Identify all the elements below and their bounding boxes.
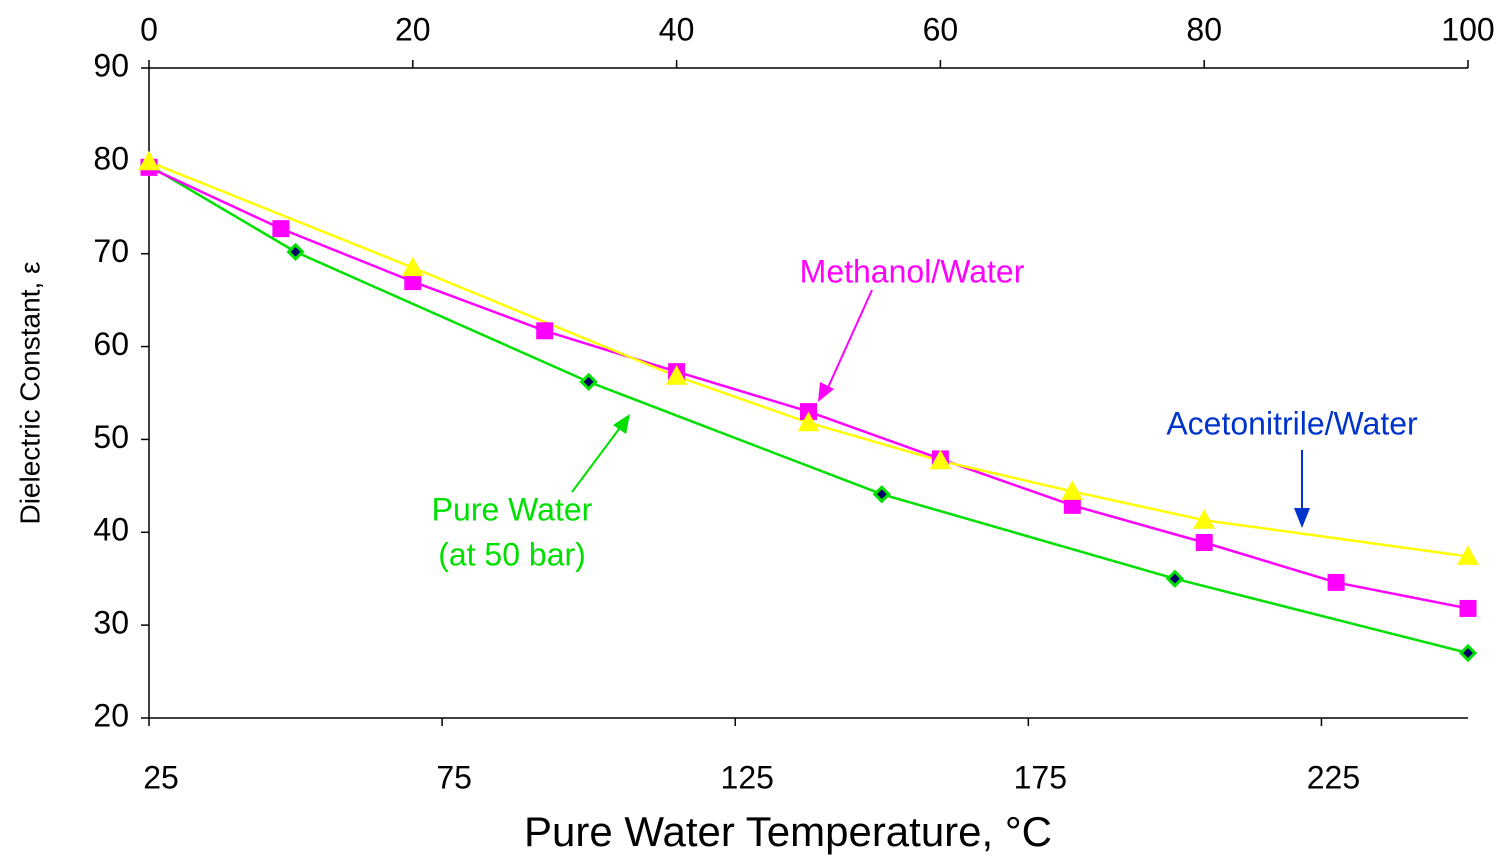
point (272, 220, 290, 238)
series-line (148, 160, 1469, 558)
arrow (825, 289, 873, 393)
point (286, 242, 305, 261)
series-label: Methanol/Water (800, 253, 1025, 289)
y-tick-label: 40 (93, 512, 129, 548)
y-tick-label: 50 (93, 419, 129, 455)
x2-tick-label: 40 (659, 11, 695, 47)
arrowhead (818, 382, 834, 402)
point (665, 365, 688, 385)
y-tick-label: 30 (93, 605, 129, 641)
point (1457, 545, 1479, 565)
x-axis-title: Pure Water Temperature, °C (524, 808, 1052, 855)
x-tick-label: 25 (143, 759, 179, 795)
x2-tick-label: 0 (140, 11, 158, 47)
x-tick-label: 175 (1014, 759, 1067, 795)
x-tick-label: 225 (1307, 759, 1360, 795)
y-tick-label: 80 (93, 140, 129, 176)
point (1458, 643, 1478, 663)
point (1327, 573, 1345, 591)
y-tick-label: 90 (93, 47, 129, 83)
series-line (148, 164, 1469, 655)
x-tick-label: 75 (436, 759, 472, 795)
x2-tick-label: 20 (395, 11, 431, 47)
point (536, 322, 554, 340)
annotation-arrows (571, 289, 1310, 528)
series-label: Acetonitrile/Water (1166, 405, 1418, 441)
point (579, 372, 598, 391)
point (929, 449, 952, 470)
arrow (571, 424, 623, 493)
arrowhead (1294, 508, 1310, 528)
point (1193, 509, 1216, 529)
x2-tick-label: 100 (1441, 11, 1494, 47)
x2-tick-label: 80 (1186, 11, 1222, 47)
series-note: (at 50 bar) (438, 536, 586, 572)
series-line (148, 166, 1469, 610)
y-tick-label: 60 (93, 326, 129, 362)
point (401, 256, 424, 277)
point (1061, 480, 1084, 500)
x2-tick-label: 60 (923, 11, 959, 47)
y-tick-label: 70 (93, 233, 129, 269)
y-axis-title: Dielectric Constant, ε (14, 261, 45, 524)
point (872, 485, 891, 504)
series-label: Pure Water (432, 491, 593, 527)
point (797, 411, 820, 432)
point (1459, 599, 1477, 617)
point (138, 150, 160, 171)
point (1165, 569, 1185, 588)
y-tick-label: 20 (93, 697, 129, 733)
arrowhead (613, 414, 630, 434)
x-tick-label: 125 (721, 759, 774, 795)
point (1195, 534, 1213, 551)
